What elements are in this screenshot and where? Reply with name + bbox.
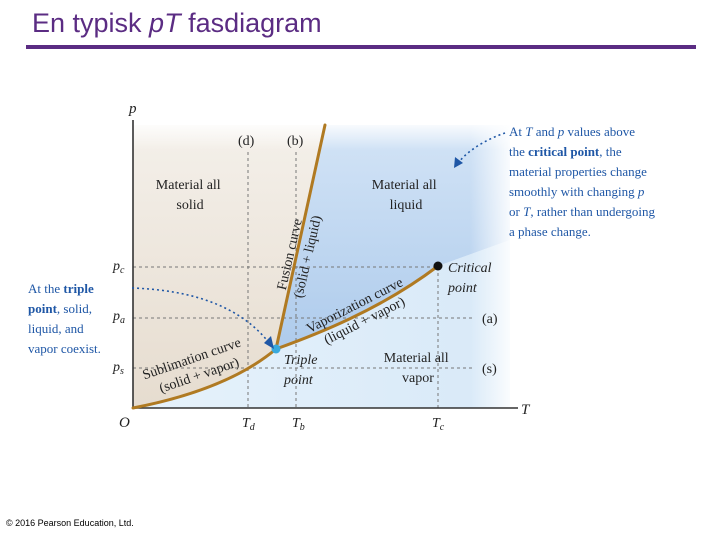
right-fade <box>470 125 515 410</box>
Tc-label: Tc <box>432 416 445 433</box>
liquid-region <box>276 125 510 349</box>
p-axis-label: p <box>128 101 137 117</box>
line-a-label: (a) <box>482 312 498 327</box>
critical-point-label: Critical point <box>447 261 495 296</box>
title-rule <box>26 45 696 49</box>
vapor-region-label: Material all vapor <box>384 351 452 386</box>
ps-label: ps <box>112 360 124 377</box>
sublimation-curve <box>131 347 278 410</box>
dashed-guides <box>133 152 475 408</box>
triple-note-arrow <box>131 287 271 345</box>
critical-point-marker <box>433 261 443 271</box>
liquid-region-label: Material all liquid <box>372 178 440 213</box>
critical-note-arrowhead <box>454 157 463 168</box>
T-axis-label: T <box>521 402 531 418</box>
line-d-label: (d) <box>238 134 255 149</box>
axes <box>132 120 518 409</box>
origin-label: O <box>119 415 130 431</box>
slide-title: En typisk pT fasdiagram <box>32 8 322 39</box>
fusion-curve <box>274 123 327 351</box>
triple-point-note: At the triple point, solid, liquid, and … <box>28 281 101 356</box>
pc-label: pc <box>112 259 125 276</box>
title-italic: pT <box>149 8 181 38</box>
vaporization-curve <box>274 264 440 351</box>
line-s-label: (s) <box>482 362 497 377</box>
line-b-label: (b) <box>287 134 304 149</box>
triple-point-marker <box>271 344 281 354</box>
Td-label: Td <box>242 416 256 433</box>
title-suffix: fasdiagram <box>180 8 322 38</box>
critical-note-arrow <box>457 132 506 164</box>
solid-region-label: Material all solid <box>156 178 224 213</box>
Tb-label: Tb <box>292 416 305 433</box>
critical-point-note: At T and p values above the critical poi… <box>509 124 658 239</box>
title-prefix: En typisk <box>32 8 150 38</box>
triple-point-label: Triple point <box>283 353 321 388</box>
copyright-notice: © 2016 Pearson Education, Ltd. <box>6 518 134 528</box>
triple-note-arrowhead <box>264 336 274 349</box>
pa-label: pa <box>112 309 125 326</box>
